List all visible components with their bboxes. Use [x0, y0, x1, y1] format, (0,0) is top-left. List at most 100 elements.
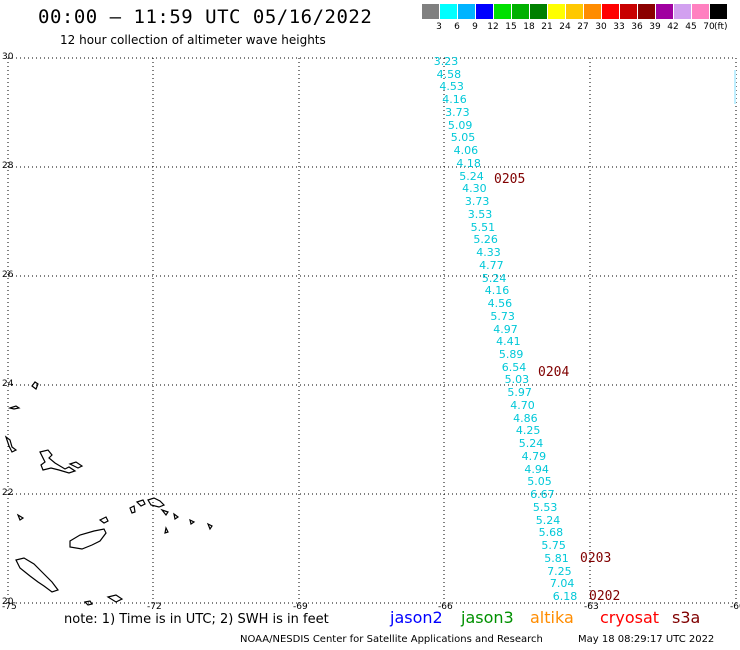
- color-scale-label: 70: [703, 22, 715, 32]
- color-swatch: [638, 4, 655, 19]
- satellite-s3a: s3a: [672, 608, 701, 627]
- satellite-altika: altika: [530, 608, 574, 627]
- wave-height-value: 6.18: [552, 590, 578, 603]
- color-swatch: [602, 4, 619, 19]
- wave-height-value: 5.05: [450, 131, 476, 145]
- wave-height-value: 4.30: [462, 182, 487, 196]
- longitude-label: -69: [293, 602, 308, 612]
- satellite-jason3: jason3: [461, 608, 514, 627]
- wave-height-value: 7.04: [549, 577, 575, 591]
- wave-height-value: 4.41: [496, 335, 521, 349]
- color-scale-label: 30: [595, 22, 607, 32]
- wave-height-value: 3.53: [467, 207, 493, 221]
- wave-height-value: 4.56: [487, 297, 513, 311]
- color-swatch: [656, 4, 673, 19]
- chart-subtitle: 12 hour collection of altimeter wave hei…: [60, 33, 326, 47]
- longitude-label: -72: [147, 602, 162, 612]
- latitude-label: 30: [2, 52, 14, 62]
- wave-height-value: 5.24: [459, 169, 484, 183]
- latitude-label: 22: [2, 488, 14, 498]
- latitude-label: 24: [2, 379, 14, 389]
- wave-height-value: 5.73: [490, 309, 515, 323]
- wave-height-value: 5.24: [518, 437, 544, 451]
- wave-height-value: 5.89: [498, 347, 524, 361]
- color-scale-label: 42: [667, 22, 679, 32]
- color-swatch: [584, 4, 601, 19]
- wave-height-value: 5.97: [507, 386, 532, 400]
- color-swatch: [440, 4, 457, 19]
- satellite-jason2: jason2: [390, 608, 443, 627]
- wave-height-value: 4.77: [479, 258, 504, 272]
- wave-height-value: 4.16: [484, 284, 510, 298]
- edge-track-fragment: [734, 70, 736, 104]
- color-scale-label: 21: [541, 22, 553, 32]
- color-swatch: [422, 4, 439, 19]
- wave-height-value: 5.75: [541, 539, 566, 553]
- color-swatch: [674, 4, 691, 19]
- wave-height-value: 4.86: [513, 411, 538, 425]
- latitude-label: 20: [2, 597, 14, 607]
- pass-time-label: 0202: [589, 589, 621, 604]
- wave-height-value: 4.25: [515, 424, 541, 438]
- graticule: [7, 57, 737, 604]
- wave-height-value: 6.54: [501, 360, 527, 374]
- wave-height-value: 4.79: [521, 449, 547, 463]
- color-swatch: [566, 4, 583, 19]
- wave-height-value: 5.26: [473, 233, 498, 247]
- color-swatch: [692, 4, 709, 19]
- color-scale-label: 27: [577, 22, 589, 32]
- longitude-label: -60: [730, 602, 740, 612]
- wave-height-value: 4.18: [456, 156, 481, 170]
- wave-height-value: 5.24: [535, 513, 561, 527]
- color-swatch: [620, 4, 637, 19]
- satellite-cryosat: cryosat: [600, 608, 660, 627]
- color-scale-label: 12: [487, 22, 499, 32]
- color-scale-label: 9: [472, 22, 478, 32]
- timestamp-text: May 18 08:29:17 UTC 2022: [578, 634, 715, 645]
- wave-height-value: 3.73: [445, 105, 470, 119]
- note-text: note: 1) Time is in UTC; 2) SWH is in fe…: [64, 612, 329, 627]
- wave-height-value: 5.05: [527, 475, 552, 489]
- wave-height-value: 4.53: [439, 80, 464, 94]
- wave-height-value: 4.97: [493, 322, 518, 336]
- wave-height-value: 3.73: [464, 195, 490, 209]
- wave-height-value: 3.23: [433, 55, 459, 68]
- color-swatch: [458, 4, 475, 19]
- latitude-label: 28: [2, 161, 14, 171]
- pass-time-label: 0204: [538, 365, 570, 380]
- wave-height-value: 5.53: [532, 500, 558, 514]
- wave-height-value: 4.16: [442, 93, 467, 107]
- color-swatch: [512, 4, 529, 19]
- wave-height-value: 4.94: [524, 462, 549, 476]
- wave-height-value: 7.25: [547, 564, 572, 578]
- wave-height-value: 5.03: [504, 373, 530, 387]
- color-scale-label: 24: [559, 22, 571, 32]
- credit-text: NOAA/NESDIS Center for Satellite Applica…: [240, 634, 543, 645]
- wave-height-value: 5.24: [481, 271, 507, 285]
- wave-height-value: 5.81: [544, 551, 569, 565]
- wave-height-value: 5.09: [447, 118, 473, 132]
- wave-height-value: 4.70: [510, 398, 535, 412]
- pass-time-label: 0205: [494, 172, 526, 187]
- wave-height-value: 6.67: [530, 488, 555, 502]
- coastlines: [4, 381, 213, 606]
- color-swatch: [530, 4, 547, 19]
- color-scale-label: 45: [685, 22, 697, 32]
- color-scale-label: 36: [631, 22, 643, 32]
- color-swatch: [548, 4, 565, 19]
- pass-time-label: 0203: [580, 551, 612, 566]
- color-swatch: [494, 4, 511, 19]
- color-scale-label: 18: [523, 22, 535, 32]
- longitude-label: -66: [438, 602, 453, 612]
- color-scale-label: 33: [613, 22, 625, 32]
- color-scale-label: 6: [454, 22, 460, 32]
- color-swatch: [476, 4, 493, 19]
- longitude-label: -75: [2, 602, 17, 612]
- unit-label: (ft): [714, 22, 728, 32]
- wave-height-value: 5.51: [470, 220, 496, 234]
- wave-height-value: 5.68: [538, 526, 564, 540]
- wave-height-value: 4.06: [453, 144, 479, 158]
- color-swatch: [710, 4, 727, 19]
- wave-height-value: 4.33: [476, 246, 501, 260]
